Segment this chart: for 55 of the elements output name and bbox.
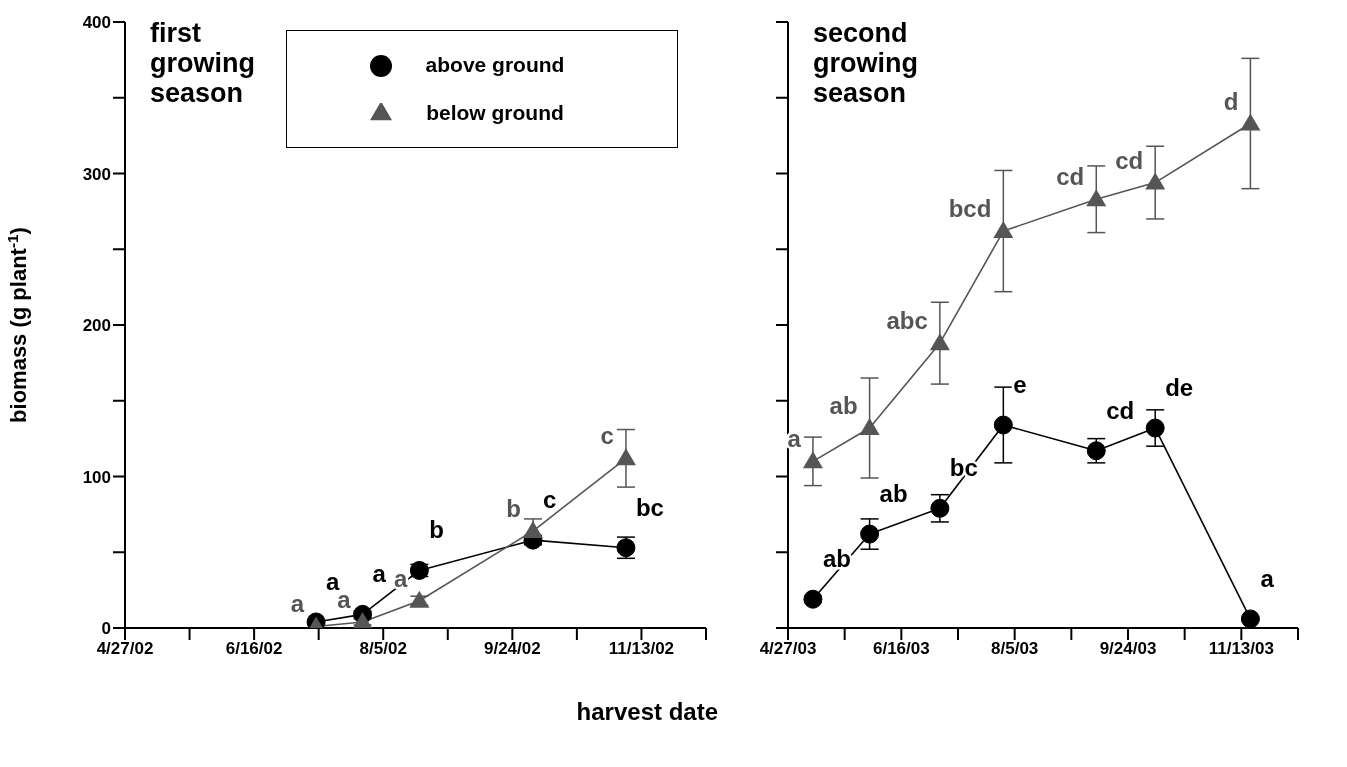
point <box>993 415 1013 435</box>
data-label: de <box>1165 374 1194 402</box>
point <box>930 498 950 518</box>
legend-label: below ground <box>426 101 564 124</box>
point <box>860 524 880 544</box>
data-label: bc <box>635 493 664 521</box>
x-tick-label: 8/5/02 <box>359 639 407 659</box>
point <box>802 451 823 469</box>
data-label: a <box>290 590 305 618</box>
point <box>615 448 636 466</box>
y-tick-label: 200 <box>82 316 111 336</box>
x-tick-label: 11/13/03 <box>1208 639 1274 659</box>
annotation: second growing season <box>813 18 919 108</box>
data-label: b <box>506 495 521 523</box>
x-tick-label: 8/5/03 <box>991 639 1039 659</box>
x-tick-label: 4/27/02 <box>96 639 154 659</box>
data-label: a <box>372 560 387 588</box>
point <box>929 333 950 351</box>
annotation: first growing season <box>150 18 256 108</box>
data-label: c <box>542 486 557 514</box>
data-label: cd <box>1056 163 1085 191</box>
y-tick-label: 300 <box>82 164 111 184</box>
data-label: a <box>1260 564 1275 592</box>
y-tick-label: 0 <box>101 619 111 639</box>
legend-label: above ground <box>425 53 565 76</box>
x-tick-label: 9/24/02 <box>483 639 541 659</box>
point <box>1086 189 1107 207</box>
data-label: a <box>394 564 409 592</box>
x-tick-label: 9/24/03 <box>1099 639 1157 659</box>
x-tick-label: 6/16/03 <box>872 639 930 659</box>
data-label: e <box>1013 370 1027 398</box>
data-label: a <box>326 567 341 595</box>
data-label: cd <box>1115 146 1144 174</box>
x-tick-label: 4/27/03 <box>759 639 817 659</box>
data-label: ab <box>822 545 851 573</box>
y-tick-label: 100 <box>82 467 111 487</box>
x-axis-title: harvest date <box>575 698 718 726</box>
data-label: bcd <box>948 195 992 223</box>
x-tick-label: 11/13/02 <box>608 639 675 659</box>
y-tick-label: 400 <box>82 13 111 33</box>
data-label: ab <box>829 392 858 420</box>
point <box>409 590 430 608</box>
point <box>522 521 543 539</box>
point <box>859 418 880 436</box>
data-label: d <box>1223 87 1239 115</box>
point <box>1240 113 1261 131</box>
data-label: c <box>600 422 614 450</box>
point <box>993 221 1014 239</box>
point <box>1145 172 1166 190</box>
x-tick-label: 6/16/02 <box>225 639 283 659</box>
point <box>1145 418 1165 438</box>
data-label: ab <box>879 480 908 508</box>
data-label: cd <box>1106 396 1135 424</box>
data-label: abc <box>886 307 928 335</box>
data-label: b <box>429 516 445 544</box>
